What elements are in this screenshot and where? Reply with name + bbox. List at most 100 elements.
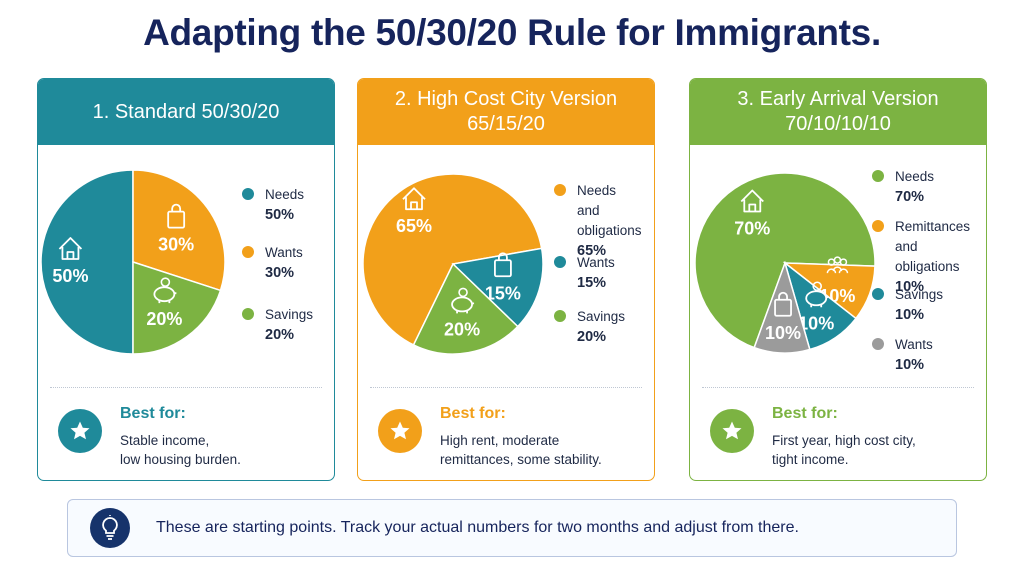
legend-percent: 70% (895, 189, 925, 205)
star-icon (378, 409, 422, 453)
card-subheading: 70/10/10/10 (785, 113, 891, 135)
legend-swatch (872, 338, 884, 350)
legend-item: Remittances and obligations 10% (872, 217, 970, 297)
slice-percent-label: 10% (798, 313, 834, 333)
legend-swatch (242, 246, 254, 258)
legend-item: Needs 70% (872, 167, 934, 207)
pie-slice-savings (412, 262, 519, 355)
legend-name: Savings (265, 307, 314, 322)
slice-percent-label: 20% (146, 309, 182, 329)
best-for-section: Best for: First year, high cost city, ti… (710, 405, 980, 467)
budget-card-high-cost-city: 2. High Cost City Version 65/15/20 65% 15… (357, 78, 655, 481)
legend-percent: 20% (577, 329, 607, 345)
card-header: 1. Standard 50/30/20 (38, 79, 334, 145)
pie-svg: 50% 30% 20% (40, 169, 226, 355)
divider (370, 387, 642, 388)
legend-item: Savings 10% (872, 285, 943, 325)
legend-name: Wants (895, 337, 933, 352)
legend-swatch (872, 288, 884, 300)
slice-percent-label: 70% (734, 219, 770, 239)
legend-swatch (554, 256, 566, 268)
card-heading: 3. Early Arrival Version (737, 88, 939, 110)
legend-percent: 10% (895, 307, 925, 323)
legend-name: obligations (577, 223, 642, 238)
house-icon (740, 189, 764, 213)
legend-percent: 20% (265, 327, 295, 343)
star-icon (58, 409, 102, 453)
pie-slice-wants (451, 247, 544, 328)
card-header: 3. Early Arrival Version 70/10/10/10 (690, 79, 986, 145)
legend-item: Wants 15% (554, 253, 615, 293)
house-icon (402, 187, 426, 211)
pie-slice-savings (132, 260, 222, 355)
pie-svg: 70%10%10%10% (694, 172, 876, 354)
legend-swatch (554, 310, 566, 322)
divider (702, 387, 974, 388)
best-for-label: Best for: (772, 405, 838, 422)
best-for-section: Best for: Stable income, low housing bur… (58, 405, 328, 467)
slice-percent-label: 10% (765, 323, 801, 343)
legend-swatch (554, 184, 566, 196)
legend-percent: 50% (265, 207, 295, 223)
card-heading: 1. Standard 50/30/20 (92, 100, 280, 123)
divider (50, 387, 322, 388)
pie-slice-needs-and-obligations (362, 173, 543, 346)
page-title: Adapting the 50/30/20 Rule for Immigrant… (143, 12, 881, 53)
shopping-bag-icon (167, 203, 186, 229)
legend-item: Needs 50% (242, 185, 304, 225)
best-for-section: Best for: High rent, moderate remittance… (378, 405, 648, 467)
best-for-description: High rent, moderate remittances, some st… (440, 433, 602, 467)
legend-item: Savings 20% (242, 305, 313, 345)
legend-name: Needs (895, 169, 935, 184)
piggy-bank-icon (805, 281, 829, 308)
legend-swatch (872, 220, 884, 232)
legend-name: Wants (265, 245, 303, 260)
legend-swatch (242, 308, 254, 320)
legend-item: Wants 10% (872, 335, 933, 375)
star-icon (710, 409, 754, 453)
best-for-description: Stable income, low housing burden. (120, 433, 241, 467)
budget-card-early-arrival: 3. Early Arrival Version 70/10/10/10 70%… (689, 78, 987, 481)
shopping-bag-icon (774, 291, 792, 317)
piggy-bank-icon (153, 277, 177, 304)
legend-name: Savings (577, 309, 626, 324)
legend-name: Needs and (577, 183, 617, 218)
best-for-description: First year, high cost city, tight income… (772, 433, 916, 467)
legend-item: Wants 30% (242, 243, 303, 283)
pie-slice-wants (753, 260, 811, 354)
slice-percent-label: 50% (52, 266, 88, 286)
slice-percent-label: 30% (158, 235, 194, 255)
lightbulb-icon (90, 508, 130, 548)
pie-chart: 70% 10% 10% 10% (690, 159, 890, 369)
legend-percent: 15% (577, 275, 607, 291)
house-icon (58, 237, 83, 260)
legend-name: Savings (895, 287, 944, 302)
legend-name: and obligations (895, 239, 960, 274)
legend-item: Savings 20% (554, 307, 625, 347)
budget-card-standard: 1. Standard 50/30/20 50% 30% 20% Needs 50% W… (37, 78, 335, 481)
pie-chart: 65% 15% 20% (358, 159, 558, 369)
legend-percent: 30% (265, 265, 295, 281)
pie-slice-needs (694, 172, 876, 349)
best-for-label: Best for: (440, 405, 506, 422)
legend-swatch (872, 170, 884, 182)
shopping-bag-icon (494, 252, 512, 278)
pie-chart: 50% 30% 20% (38, 159, 238, 369)
card-header: 2. High Cost City Version 65/15/20 (358, 79, 654, 145)
piggy-bank-icon (451, 287, 475, 314)
legend-item: Needs and obligations 65% (554, 181, 642, 261)
pie-slice-needs (40, 169, 134, 355)
legend-percent: 65% (577, 243, 607, 259)
people-icon (826, 256, 849, 274)
legend-name: Remittances (895, 219, 971, 234)
slice-percent-label: 65% (396, 216, 432, 236)
slice-percent-label: 20% (444, 319, 480, 339)
pie-slice-wants (132, 169, 226, 292)
legend-percent: 10% (895, 279, 925, 295)
legend-percent: 10% (895, 357, 925, 373)
card-subheading: 65/15/20 (467, 113, 545, 135)
tip-text: These are starting points. Track your ac… (156, 519, 799, 536)
legend-name: Needs (265, 187, 305, 202)
pie-svg: 65% 15%20% (362, 173, 544, 355)
card-heading: 2. High Cost City Version (394, 88, 618, 110)
